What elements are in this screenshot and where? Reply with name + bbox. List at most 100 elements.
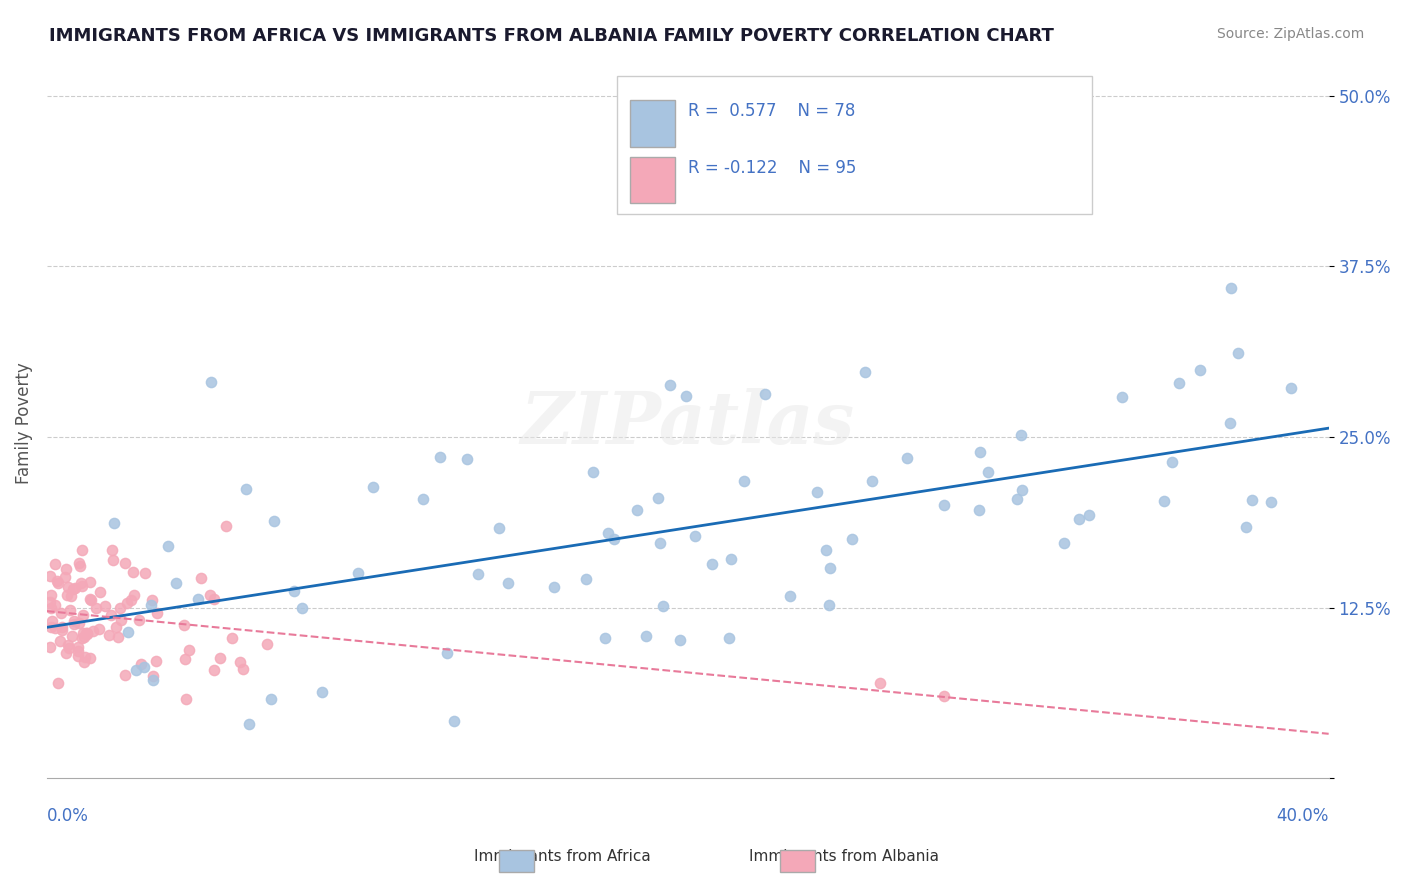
Point xyxy=(165,576,187,591)
Point xyxy=(48,675,70,690)
Point xyxy=(208,651,231,665)
Point xyxy=(124,663,146,677)
Point xyxy=(575,572,598,586)
Point xyxy=(63,581,86,595)
Point xyxy=(636,628,658,642)
Point xyxy=(76,627,98,641)
Point xyxy=(110,613,132,627)
Point xyxy=(66,649,89,664)
Point xyxy=(107,630,129,644)
Point xyxy=(720,551,742,566)
Point xyxy=(202,663,225,677)
Point xyxy=(467,567,489,582)
Point xyxy=(39,600,62,615)
Point xyxy=(443,714,465,728)
Point xyxy=(67,616,90,631)
Point xyxy=(82,624,104,639)
Point xyxy=(202,592,225,607)
Point xyxy=(66,644,89,658)
Point xyxy=(347,566,370,580)
Point xyxy=(1226,346,1249,360)
Point xyxy=(496,576,519,591)
Point xyxy=(58,641,80,656)
Point xyxy=(44,558,66,572)
Point xyxy=(232,662,254,676)
Point xyxy=(818,560,841,574)
Point xyxy=(290,601,312,615)
Point xyxy=(114,668,136,682)
Point xyxy=(174,692,197,706)
Point xyxy=(39,640,62,655)
Point xyxy=(429,450,451,464)
Point xyxy=(582,465,605,479)
Point xyxy=(648,536,671,550)
Point xyxy=(39,588,62,602)
Point xyxy=(596,526,619,541)
Point xyxy=(1167,376,1189,390)
Point xyxy=(456,451,478,466)
Text: IMMIGRANTS FROM AFRICA VS IMMIGRANTS FROM ALBANIA FAMILY POVERTY CORRELATION CHA: IMMIGRANTS FROM AFRICA VS IMMIGRANTS FRO… xyxy=(49,27,1054,45)
Point xyxy=(79,651,101,665)
Point xyxy=(818,599,841,613)
Point xyxy=(806,484,828,499)
Point xyxy=(1067,512,1090,526)
Point xyxy=(72,626,94,640)
Point xyxy=(1189,363,1212,377)
Point xyxy=(72,543,94,558)
Point xyxy=(70,575,93,590)
Point xyxy=(1234,520,1257,534)
Point xyxy=(103,516,125,531)
Point xyxy=(779,589,801,603)
Point xyxy=(187,592,209,607)
Point xyxy=(700,558,723,572)
Point xyxy=(860,474,883,488)
Point xyxy=(51,620,73,634)
Point xyxy=(56,580,79,594)
Point xyxy=(1260,495,1282,509)
Point xyxy=(669,632,692,647)
Point xyxy=(177,643,200,657)
Point xyxy=(44,599,66,613)
Point xyxy=(120,592,142,607)
Point xyxy=(647,491,669,506)
Point xyxy=(229,655,252,669)
Point xyxy=(41,620,63,634)
Point xyxy=(44,621,66,635)
Point xyxy=(84,601,107,615)
Point xyxy=(73,630,96,644)
Point xyxy=(75,626,97,640)
FancyBboxPatch shape xyxy=(630,101,675,146)
Point xyxy=(67,556,90,570)
Point xyxy=(238,716,260,731)
Point xyxy=(145,654,167,668)
Point xyxy=(200,375,222,389)
Text: R =  0.577    N = 78: R = 0.577 N = 78 xyxy=(688,102,855,120)
Point xyxy=(39,594,62,608)
Point xyxy=(198,588,221,602)
Point xyxy=(58,638,80,652)
Point xyxy=(754,386,776,401)
Point xyxy=(1111,390,1133,404)
Point xyxy=(94,599,117,613)
Point xyxy=(58,603,80,617)
Point xyxy=(969,503,991,517)
Point xyxy=(69,559,91,574)
Point xyxy=(66,640,89,654)
Point xyxy=(101,543,124,558)
Point xyxy=(263,514,285,528)
Point xyxy=(1279,382,1302,396)
Point xyxy=(733,475,755,489)
Text: R = -0.122    N = 95: R = -0.122 N = 95 xyxy=(688,159,856,177)
Point xyxy=(142,668,165,682)
Point xyxy=(97,628,120,642)
Point xyxy=(977,465,1000,479)
Point xyxy=(1219,416,1241,430)
Point xyxy=(815,542,838,557)
Point xyxy=(626,503,648,517)
Point xyxy=(108,600,131,615)
Point xyxy=(221,632,243,646)
Point xyxy=(104,620,127,634)
Point xyxy=(283,583,305,598)
Point xyxy=(60,589,83,603)
Point xyxy=(128,613,150,627)
